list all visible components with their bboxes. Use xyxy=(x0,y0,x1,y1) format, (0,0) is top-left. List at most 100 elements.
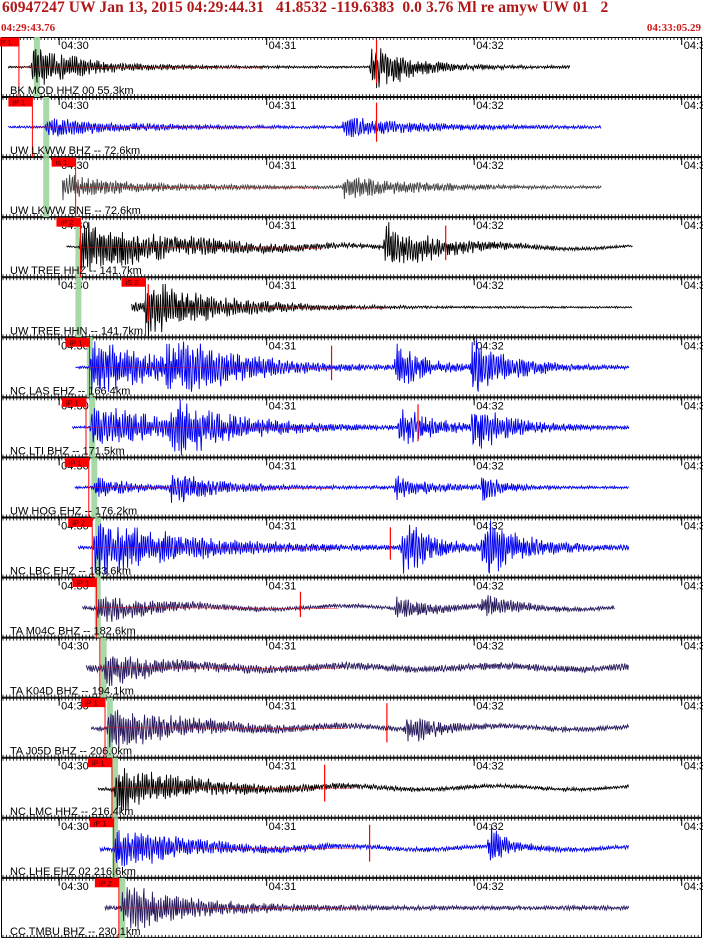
amplitude-window xyxy=(32,126,275,129)
phase-pick-flag xyxy=(8,97,33,107)
minute-label: 04:30 xyxy=(61,641,89,653)
panel-frame xyxy=(1,277,702,338)
minute-label: 04:30 xyxy=(61,280,89,292)
channel-panel: 04:30 04:31 04:32 04:3iP 1TA J05D BHZ -- 20… xyxy=(1,697,703,758)
station-label: UW LKWW BNE -- 72.6km xyxy=(10,205,141,217)
phase-pick-flag xyxy=(72,578,97,588)
minute-label: 04:31 xyxy=(269,280,297,292)
station-label: NC LBC EHZ -- 183.6km xyxy=(10,566,131,578)
waveform-trace xyxy=(61,174,602,201)
panel-frame xyxy=(1,397,702,458)
minute-label: 04:32 xyxy=(476,100,504,112)
amplitude-window xyxy=(145,306,388,309)
minute-label: 04:32 xyxy=(476,220,504,232)
station-label: UW TREE HHZ -- 141.7km xyxy=(10,265,142,277)
phase-pick-label: iP 1 xyxy=(0,38,12,47)
station-label: NC LAS EHZ -- 166.4km xyxy=(10,385,130,397)
phase-pick-flag xyxy=(51,157,76,167)
amplitude-window xyxy=(99,667,342,669)
panel-frame xyxy=(1,457,702,518)
minute-label: 04:32 xyxy=(476,340,504,352)
event-title: 60947247 UW Jan 13, 2015 04:29:44.31 41.… xyxy=(2,0,609,16)
amplitude-window xyxy=(18,66,262,69)
record-header: 60947247 UW Jan 13, 2015 04:29:44.31 41.… xyxy=(0,0,703,37)
minute-label: 04:31 xyxy=(269,641,297,653)
station-label: UW HOG EHZ -- 176.2km xyxy=(10,505,137,517)
amplitude-window xyxy=(96,607,339,609)
waveform-trace xyxy=(85,656,629,687)
panel-frame xyxy=(1,37,702,98)
minute-label: 04:31 xyxy=(269,520,297,532)
minute-label: 04:3 xyxy=(684,160,703,172)
minute-label: 04:31 xyxy=(269,40,297,52)
minute-label: 04:32 xyxy=(476,641,504,653)
station-label: BK MOD HHZ 00 55.3km xyxy=(10,85,133,97)
minute-label: 04:31 xyxy=(269,160,297,172)
minute-label: 04:31 xyxy=(269,581,297,593)
phase-pick-flag xyxy=(56,217,81,227)
station-label: TA M04C BHZ -- 182.6km xyxy=(10,626,136,638)
phase-pick-flag xyxy=(121,277,146,287)
start-time: 04:29:43.76 xyxy=(1,22,56,34)
amplitude-window xyxy=(86,427,329,429)
minute-label: 04:32 xyxy=(476,160,504,172)
phase-pick-label: iS 2 xyxy=(125,278,138,287)
waveform-trace xyxy=(74,474,629,503)
panel-frame xyxy=(1,157,702,218)
amplitude-window xyxy=(88,487,331,489)
amplitude-window xyxy=(75,186,318,189)
waveform-trace xyxy=(82,595,615,622)
minute-label: 04:3 xyxy=(684,581,703,593)
minute-label: 04:31 xyxy=(269,460,297,472)
minute-label: 04:32 xyxy=(476,400,504,412)
phase-pick-label: is 1 xyxy=(56,158,68,167)
seismogram-panels: 04:30 04:31 04:32 04:3iP 1BK MOD HHZ 00 55.… xyxy=(0,37,703,938)
waveform-trace xyxy=(71,399,630,456)
minute-label: 04:3 xyxy=(684,460,703,472)
phase-pick-label: iP 1 xyxy=(66,398,79,407)
station-label: TA K04D BHZ -- 194.1km xyxy=(10,686,134,698)
phase-pick-flag xyxy=(62,397,87,407)
station-label: UW LKWW BHZ -- 72.6km xyxy=(10,145,140,157)
end-time: 04:33:05.29 xyxy=(646,22,701,34)
minute-label: 04:32 xyxy=(476,40,504,52)
minute-label: 04:3 xyxy=(684,340,703,352)
minute-label: 04:30 xyxy=(61,40,89,52)
minute-label: 04:31 xyxy=(269,340,297,352)
channel-panel: 04:30 04:31 04:32 04:3 iP 1 UW LKWW BHZ -- 72… xyxy=(1,97,703,158)
waveform-trace xyxy=(66,221,633,272)
station-label: NC LTI BHZ -- 171.5km xyxy=(10,445,125,457)
panel-frame xyxy=(1,217,702,278)
minute-label: 04:3 xyxy=(684,641,703,653)
phase-pick-label: iP 2 xyxy=(60,218,73,227)
panel-frame xyxy=(1,637,702,698)
minute-label: 04:30 xyxy=(61,100,89,112)
amplitude-window xyxy=(92,547,335,549)
waveform-trace xyxy=(75,339,630,392)
waveform-trace xyxy=(77,520,630,577)
phase-pick-label: iP 1 xyxy=(76,579,89,588)
panel-frame xyxy=(1,97,702,158)
minute-label: 04:3 xyxy=(684,400,703,412)
waveform-trace xyxy=(131,283,633,337)
minute-label: 04:31 xyxy=(269,220,297,232)
minute-label: 04:32 xyxy=(476,460,504,472)
channel-panel: 04:30 04:31 04:32 04:3 iS 2 UW TREE HHN -- 14… xyxy=(1,277,703,338)
phase-pick-flag xyxy=(68,517,93,527)
phase-pick-label: iP 2 xyxy=(72,518,85,527)
amplitude-window xyxy=(89,367,332,369)
minute-label: 04:3 xyxy=(684,520,703,532)
phase-pick-label: iP 1 xyxy=(69,338,82,347)
panel-frame xyxy=(1,577,702,638)
panel-frame xyxy=(1,337,702,398)
minute-label: 04:32 xyxy=(476,581,504,593)
phase-pick-flag xyxy=(65,337,90,347)
phase-pick-label: iP 1 xyxy=(12,98,25,107)
panel-frame xyxy=(1,697,702,758)
channel-panel: 04:30 04:31 04:32 04:3 TA K04D BHZ -- 194.1k… xyxy=(1,637,703,698)
